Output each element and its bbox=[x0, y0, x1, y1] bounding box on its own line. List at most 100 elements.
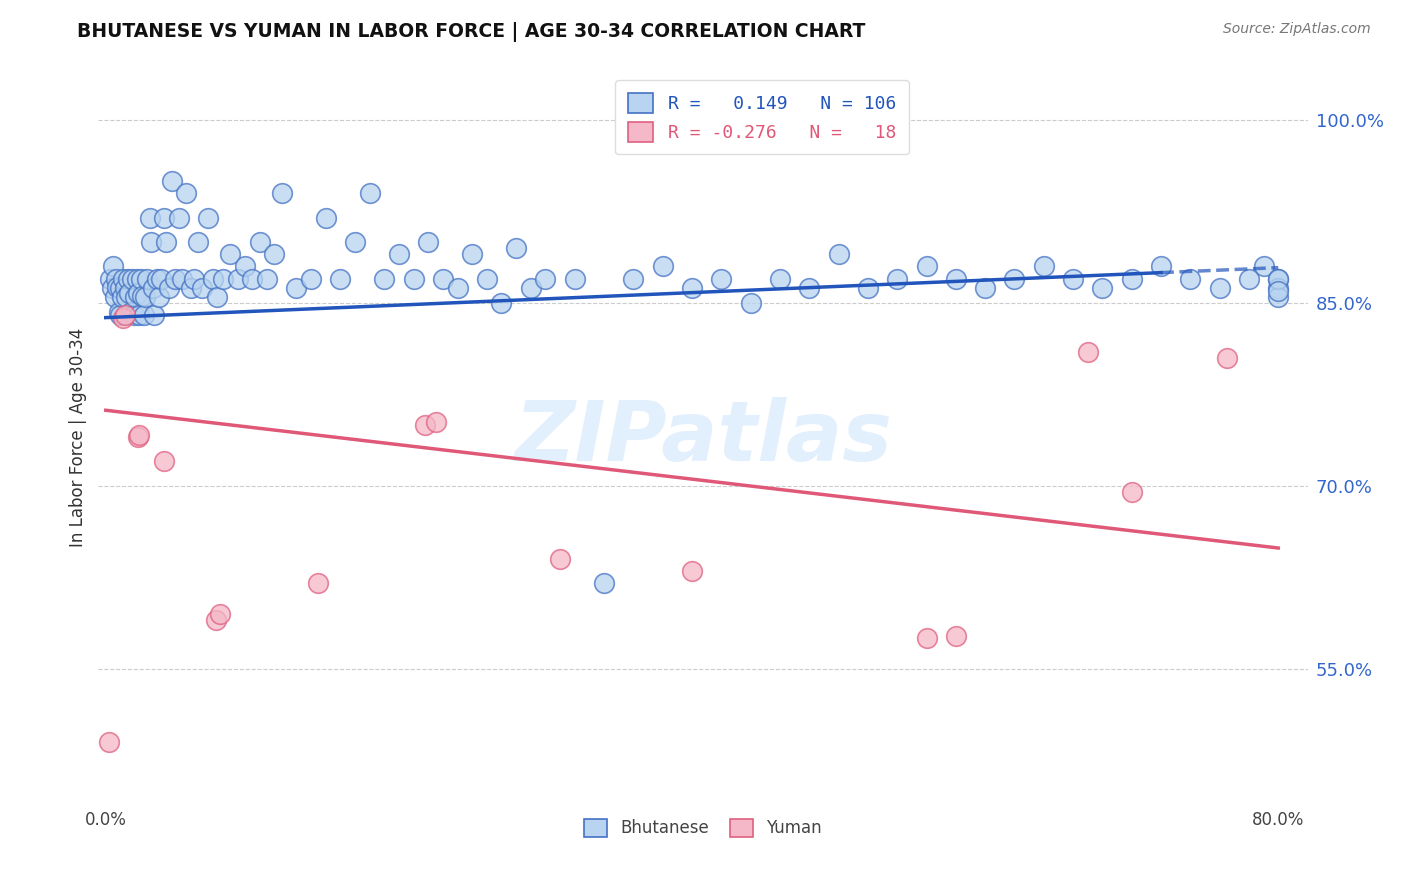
Point bbox=[240, 271, 263, 285]
Point bbox=[128, 308, 150, 322]
Point bbox=[135, 271, 157, 285]
Point bbox=[769, 271, 792, 285]
Point bbox=[122, 308, 145, 322]
Point bbox=[329, 271, 352, 285]
Point bbox=[299, 271, 322, 285]
Point bbox=[402, 271, 425, 285]
Point bbox=[129, 271, 152, 285]
Point bbox=[1121, 271, 1143, 285]
Point bbox=[155, 235, 177, 249]
Point bbox=[548, 552, 571, 566]
Point bbox=[1062, 271, 1084, 285]
Point bbox=[153, 211, 176, 225]
Point bbox=[114, 281, 136, 295]
Point bbox=[201, 271, 224, 285]
Point bbox=[886, 271, 908, 285]
Point bbox=[157, 281, 180, 295]
Point bbox=[520, 281, 543, 295]
Point bbox=[132, 308, 155, 322]
Point bbox=[1180, 271, 1202, 285]
Point bbox=[270, 186, 292, 201]
Point bbox=[446, 281, 468, 295]
Point bbox=[915, 632, 938, 646]
Point bbox=[191, 281, 214, 295]
Point bbox=[107, 280, 129, 294]
Point bbox=[160, 174, 183, 188]
Point bbox=[141, 235, 163, 249]
Point bbox=[142, 281, 165, 295]
Point bbox=[945, 271, 967, 285]
Text: ZIPatlas: ZIPatlas bbox=[515, 397, 891, 477]
Point bbox=[1237, 271, 1260, 285]
Point bbox=[187, 235, 209, 249]
Point bbox=[1253, 260, 1275, 274]
Point bbox=[134, 290, 156, 304]
Point bbox=[148, 290, 170, 304]
Point bbox=[233, 260, 256, 274]
Point bbox=[127, 286, 149, 301]
Point bbox=[945, 629, 967, 643]
Point bbox=[120, 304, 142, 318]
Point bbox=[475, 271, 498, 285]
Point bbox=[534, 271, 557, 285]
Point bbox=[183, 271, 205, 285]
Point bbox=[124, 290, 146, 304]
Point bbox=[153, 454, 176, 468]
Point bbox=[170, 271, 193, 285]
Point bbox=[108, 304, 131, 318]
Point bbox=[112, 271, 135, 285]
Point bbox=[143, 308, 166, 322]
Point bbox=[343, 235, 366, 249]
Point bbox=[167, 211, 190, 225]
Point bbox=[256, 271, 278, 285]
Point bbox=[226, 271, 249, 285]
Point bbox=[418, 235, 440, 249]
Point bbox=[461, 247, 484, 261]
Y-axis label: In Labor Force | Age 30-34: In Labor Force | Age 30-34 bbox=[69, 327, 87, 547]
Point bbox=[505, 241, 527, 255]
Point bbox=[219, 247, 242, 261]
Point bbox=[1150, 260, 1173, 274]
Point bbox=[209, 607, 232, 621]
Point bbox=[1208, 281, 1230, 295]
Point bbox=[285, 281, 308, 295]
Point bbox=[373, 271, 395, 285]
Point bbox=[425, 416, 447, 430]
Point bbox=[114, 308, 136, 322]
Point bbox=[98, 271, 121, 285]
Point bbox=[1267, 290, 1289, 304]
Point bbox=[97, 735, 120, 749]
Point bbox=[121, 271, 143, 285]
Point bbox=[856, 281, 879, 295]
Point bbox=[681, 564, 703, 578]
Point bbox=[1267, 271, 1289, 285]
Point bbox=[263, 247, 285, 261]
Point bbox=[212, 271, 235, 285]
Point bbox=[740, 296, 762, 310]
Point bbox=[176, 186, 198, 201]
Point bbox=[915, 260, 938, 274]
Point bbox=[180, 281, 202, 295]
Point bbox=[413, 417, 436, 432]
Point bbox=[115, 290, 138, 304]
Point bbox=[100, 281, 122, 295]
Point bbox=[110, 308, 132, 322]
Point bbox=[388, 247, 411, 261]
Point bbox=[359, 186, 381, 201]
Point bbox=[111, 290, 134, 304]
Point bbox=[799, 281, 821, 295]
Point bbox=[249, 235, 271, 249]
Point bbox=[112, 310, 135, 325]
Point bbox=[150, 271, 173, 285]
Point bbox=[205, 290, 228, 304]
Point bbox=[146, 271, 169, 285]
Point bbox=[163, 271, 186, 285]
Text: Source: ZipAtlas.com: Source: ZipAtlas.com bbox=[1223, 22, 1371, 37]
Point bbox=[593, 576, 616, 591]
Point bbox=[1004, 271, 1026, 285]
Point bbox=[432, 271, 454, 285]
Point bbox=[1216, 351, 1239, 365]
Point bbox=[1121, 485, 1143, 500]
Point bbox=[1077, 344, 1099, 359]
Point bbox=[117, 271, 139, 285]
